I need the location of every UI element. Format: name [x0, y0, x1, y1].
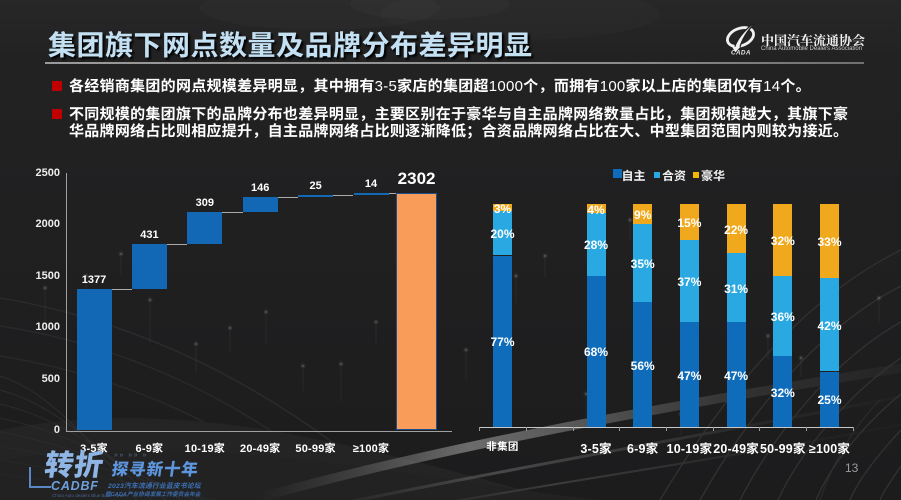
svg-text:CADA: CADA [731, 50, 751, 56]
